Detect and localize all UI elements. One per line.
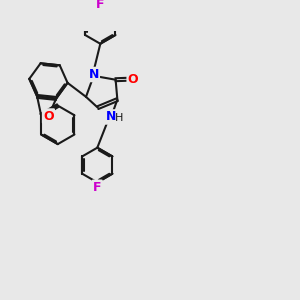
Text: N: N xyxy=(88,68,99,81)
Text: F: F xyxy=(93,181,102,194)
Text: O: O xyxy=(43,110,54,122)
Text: N: N xyxy=(106,110,116,123)
Text: F: F xyxy=(96,0,105,11)
Text: O: O xyxy=(128,73,138,86)
Text: H: H xyxy=(115,113,123,123)
